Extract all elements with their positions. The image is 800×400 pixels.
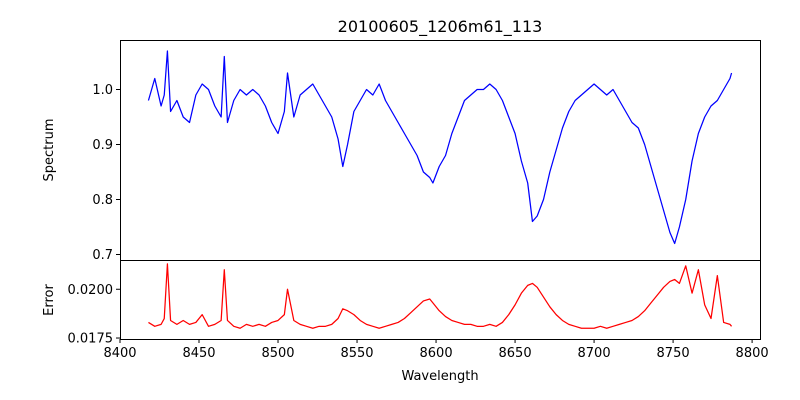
wavelength-x-ticks: 8400 8450 8500 8550 8600 8650 8700 8750 8800 — [103, 339, 769, 361]
spectrum-y-tick-label: 0.7 — [92, 248, 113, 263]
spectrum-y-tick-label: 0.9 — [92, 138, 113, 153]
spectrum-y-axis-label: Spectrum — [42, 119, 57, 182]
spectrum-y-tick-label: 1.0 — [92, 83, 113, 98]
spectrum-y-ticks: 0.7 0.8 0.9 1.0 — [92, 83, 120, 263]
error-line — [148, 263, 733, 329]
x-tick-label: 8450 — [182, 346, 215, 361]
error-panel: 0.0175 0.0200 8400 8450 8500 8550 8600 8650 870… — [42, 260, 769, 384]
x-tick-label: 8500 — [261, 346, 294, 361]
x-tick-label: 8800 — [736, 346, 769, 361]
chart-title: 20100605_1206m61_113 — [338, 17, 543, 37]
x-tick-label: 8650 — [499, 346, 532, 361]
x-tick-label: 8400 — [103, 346, 136, 361]
x-axis-label: Wavelength — [401, 369, 478, 384]
x-tick-label: 8600 — [420, 346, 453, 361]
x-tick-label: 8700 — [578, 346, 611, 361]
error-y-ticks: 0.0175 0.0200 — [68, 283, 120, 347]
spectrum-line — [147, 50, 733, 245]
error-y-tick-label: 0.0175 — [68, 332, 114, 347]
x-tick-label: 8750 — [657, 346, 690, 361]
error-y-axis-label: Error — [42, 284, 57, 316]
x-tick-label: 8550 — [340, 346, 373, 361]
error-axes-frame — [120, 260, 761, 340]
spectrum-y-tick-label: 0.8 — [92, 193, 113, 208]
error-y-tick-label: 0.0200 — [68, 283, 114, 298]
